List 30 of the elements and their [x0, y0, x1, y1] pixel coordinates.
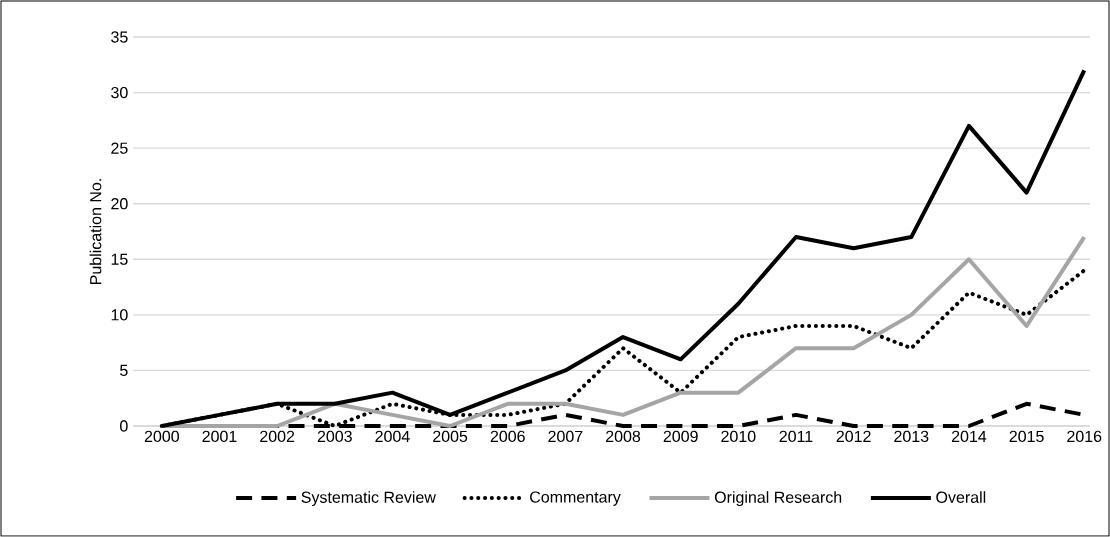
y-tick-label: 35	[111, 31, 128, 43]
x-tick-label: 2009	[663, 430, 698, 443]
x-tick-label: 2004	[375, 430, 410, 443]
x-tick-label: 2006	[490, 430, 525, 443]
y-tick-label: 25	[111, 142, 128, 154]
x-tick-label: 2003	[317, 430, 352, 443]
x-tick-label: 2000	[144, 430, 179, 443]
x-tick-label: 2012	[836, 430, 871, 443]
legend-label: Commentary	[530, 491, 621, 506]
legend-label: Overall	[936, 491, 986, 503]
y-tick-label: 10	[111, 309, 128, 321]
x-tick-label: 2001	[202, 430, 237, 443]
x-tick-label: 2002	[260, 430, 295, 443]
x-tick-label: 2005	[433, 430, 468, 443]
x-tick-label: 2015	[1009, 430, 1044, 443]
x-tick-label: 2016	[1067, 430, 1102, 443]
x-tick-label: 2013	[894, 430, 929, 443]
x-tick-label: 2011	[779, 430, 813, 443]
y-tick-label: 15	[111, 253, 128, 265]
y-tick-label: 30	[111, 86, 128, 99]
legend-label: Original Research	[714, 491, 842, 507]
y-axis-title: Publication No.	[89, 179, 102, 284]
x-tick-label: 2008	[606, 430, 641, 443]
x-tick-label: 2010	[721, 430, 756, 443]
y-tick-label: 20	[111, 198, 128, 210]
x-tick-label: 2007	[548, 430, 583, 443]
y-tick-label: 5	[120, 364, 128, 376]
x-tick-label: 2014	[951, 430, 987, 443]
legend-label: Systematic Review	[301, 491, 436, 507]
y-tick-label: 0	[120, 420, 128, 432]
